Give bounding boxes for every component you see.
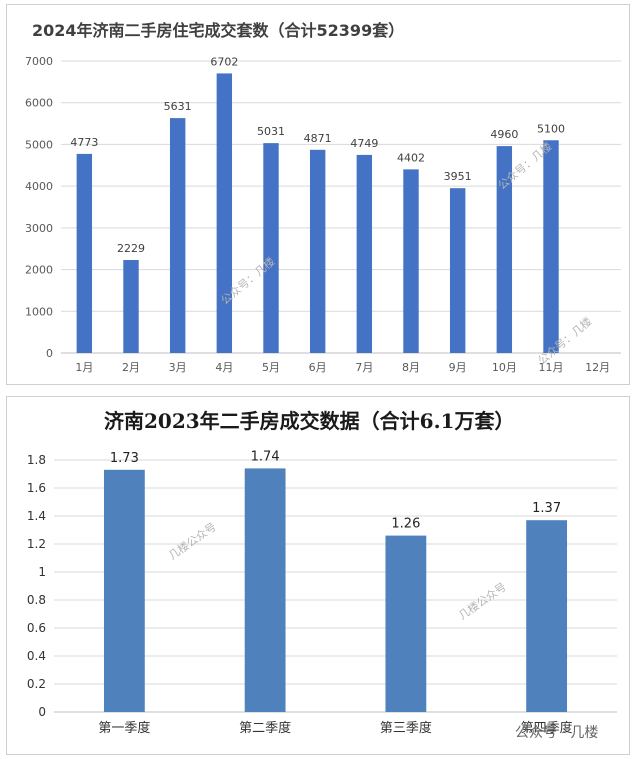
x-tick-label: 2月 <box>122 361 140 374</box>
bar <box>496 146 513 353</box>
data-label: 5631 <box>164 100 192 113</box>
data-label: 4871 <box>304 132 332 145</box>
bar <box>244 468 286 712</box>
y-tick-label: 0.4 <box>27 649 46 663</box>
y-tick-label: 2000 <box>25 264 53 277</box>
bar <box>169 118 186 353</box>
bar <box>309 149 326 353</box>
x-tick-label: 第四季度 <box>521 720 573 736</box>
data-label: 4773 <box>70 136 98 149</box>
data-label: 5100 <box>537 122 565 135</box>
chart-2023-svg: 济南2023年二手房成交数据（合计6.1万套） 0 0.2 0.4 0.6 0.8 1 1.… <box>27 409 617 741</box>
y-tick-label: 3000 <box>25 222 53 235</box>
y-tick-label: 1.6 <box>27 481 46 495</box>
corner-watermark: 公众号 · 几楼 <box>515 725 598 741</box>
data-label: 3951 <box>444 170 472 183</box>
data-label: 4402 <box>397 151 425 164</box>
data-label: 5031 <box>257 125 285 138</box>
bar <box>526 520 568 712</box>
bar <box>123 260 139 353</box>
data-label: 1.73 <box>110 451 139 466</box>
x-tick-label: 10月 <box>492 361 517 374</box>
x-tick-label: 9月 <box>449 361 467 374</box>
y-tick-label: 0.6 <box>27 621 46 635</box>
x-tick-label: 1月 <box>75 361 93 374</box>
y-tick-label: 4000 <box>25 180 53 193</box>
chart-2024-panel: 2024年济南二手房住宅成交套数（合计52399套） 0 1000 2000 3000… <box>6 4 630 385</box>
x-tick-label: 4月 <box>215 361 233 374</box>
y-tick-label: 7000 <box>25 55 53 68</box>
y-tick-label: 1000 <box>25 305 53 318</box>
data-label: 1.74 <box>251 449 280 464</box>
bar <box>385 535 427 712</box>
x-tick-label: 12月 <box>585 361 610 374</box>
bar <box>449 188 466 353</box>
y-tick-label: 1.2 <box>27 537 46 551</box>
x-tick-label: 第三季度 <box>380 720 432 736</box>
y-tick-label: 0 <box>38 705 46 719</box>
x-tick-label: 11月 <box>539 361 564 374</box>
y-tick-label: 0.2 <box>27 677 46 691</box>
bar <box>76 153 93 353</box>
data-label: 6702 <box>210 55 238 68</box>
data-label: 1.26 <box>391 517 420 532</box>
x-tick-label: 5月 <box>262 361 280 374</box>
y-tick-label: 1.8 <box>27 453 46 467</box>
chart-2023-title: 济南2023年二手房成交数据（合计6.1万套） <box>104 409 514 433</box>
watermark-text: 几楼公众号 <box>166 519 219 562</box>
chart-2024-svg: 2024年济南二手房住宅成交套数（合计52399套） 0 1000 2000 3000… <box>25 21 621 374</box>
data-label: 4749 <box>350 137 378 150</box>
x-tick-label: 第一季度 <box>98 720 150 736</box>
watermark-text: 几楼公众号 <box>456 579 509 622</box>
y-tick-label: 5000 <box>25 138 53 151</box>
x-tick-label: 7月 <box>355 361 373 374</box>
y-tick-label: 0 <box>46 347 53 360</box>
y-tick-label: 6000 <box>25 97 53 110</box>
x-tick-label: 6月 <box>309 361 327 374</box>
chart-2024-title: 2024年济南二手房住宅成交套数（合计52399套） <box>32 21 404 40</box>
chart-2023-panel: 济南2023年二手房成交数据（合计6.1万套） 0 0.2 0.4 0.6 0.8 1 1.… <box>6 396 630 755</box>
data-label: 1.37 <box>532 501 561 516</box>
bar <box>543 140 559 353</box>
bar <box>356 154 373 353</box>
x-tick-label: 8月 <box>402 361 420 374</box>
bar <box>263 143 279 353</box>
data-label: 4960 <box>490 128 518 141</box>
data-label: 2229 <box>117 242 145 255</box>
bar <box>216 73 233 354</box>
y-tick-label: 1 <box>38 565 46 579</box>
y-tick-label: 0.8 <box>27 593 46 607</box>
x-tick-label: 3月 <box>169 361 187 374</box>
y-tick-label: 1.4 <box>27 509 46 523</box>
bar <box>103 469 145 712</box>
x-tick-label: 第二季度 <box>239 720 291 736</box>
bar <box>403 169 419 353</box>
